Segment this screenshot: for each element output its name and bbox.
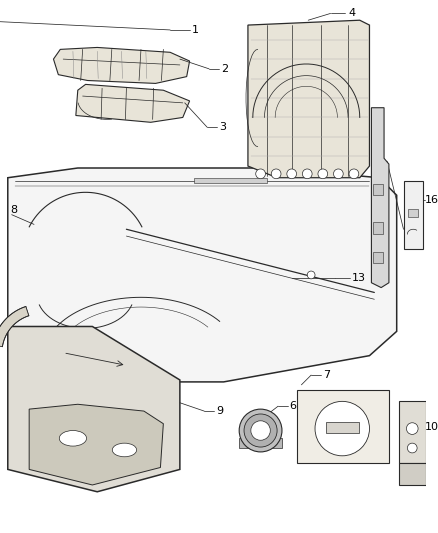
Text: 5: 5 xyxy=(415,224,422,235)
Circle shape xyxy=(287,169,297,179)
Polygon shape xyxy=(297,390,389,463)
Polygon shape xyxy=(403,181,423,249)
Polygon shape xyxy=(399,401,426,463)
Text: 4: 4 xyxy=(348,9,355,19)
Text: 6: 6 xyxy=(290,401,297,411)
Bar xyxy=(194,177,267,183)
Bar xyxy=(408,209,418,216)
Circle shape xyxy=(244,414,277,447)
Circle shape xyxy=(239,409,282,452)
Polygon shape xyxy=(399,463,426,485)
Polygon shape xyxy=(371,108,389,288)
Circle shape xyxy=(271,169,281,179)
Polygon shape xyxy=(0,306,29,346)
Text: 10: 10 xyxy=(425,422,438,432)
Text: 9: 9 xyxy=(216,406,223,416)
Polygon shape xyxy=(248,20,370,177)
Circle shape xyxy=(307,271,315,279)
Text: 8: 8 xyxy=(11,205,18,215)
Bar xyxy=(326,422,359,433)
Polygon shape xyxy=(76,84,190,122)
Polygon shape xyxy=(53,47,190,83)
Circle shape xyxy=(315,401,370,456)
Text: 1: 1 xyxy=(191,25,198,35)
Text: 13: 13 xyxy=(352,273,366,283)
Bar xyxy=(373,222,383,234)
Text: 3: 3 xyxy=(219,122,226,132)
Circle shape xyxy=(256,169,265,179)
Circle shape xyxy=(349,169,359,179)
Circle shape xyxy=(407,443,417,453)
Circle shape xyxy=(302,169,312,179)
Polygon shape xyxy=(29,404,163,485)
Polygon shape xyxy=(8,327,180,492)
Text: 2: 2 xyxy=(221,64,228,74)
Ellipse shape xyxy=(59,431,87,446)
Circle shape xyxy=(406,423,418,434)
Circle shape xyxy=(333,169,343,179)
Ellipse shape xyxy=(112,443,137,457)
Polygon shape xyxy=(239,438,282,448)
Text: 16: 16 xyxy=(425,195,438,205)
Bar xyxy=(373,252,383,263)
Circle shape xyxy=(318,169,328,179)
Polygon shape xyxy=(8,168,397,382)
Bar xyxy=(373,183,383,195)
Circle shape xyxy=(251,421,270,440)
Text: 7: 7 xyxy=(323,370,330,380)
